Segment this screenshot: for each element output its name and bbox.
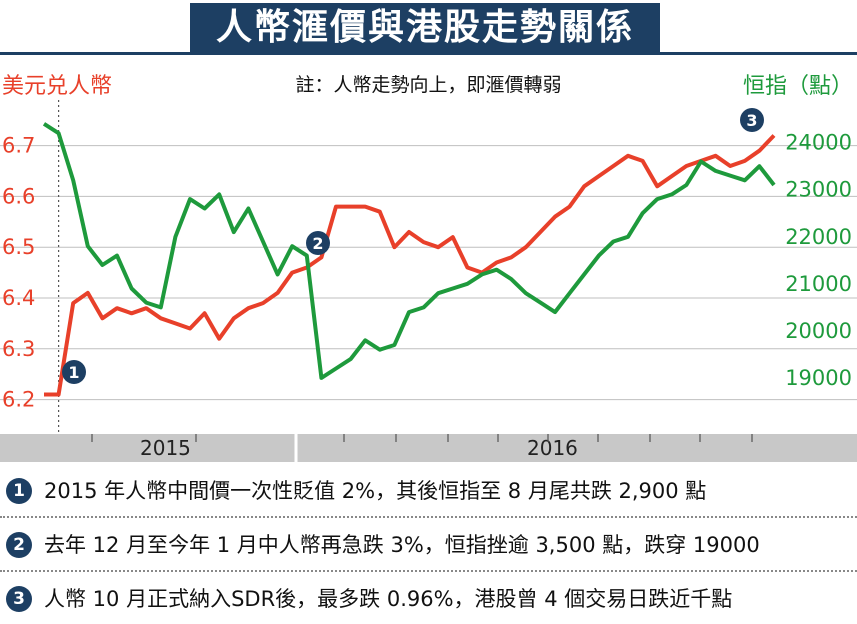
- hsi-series-line: [42, 122, 776, 380]
- chart-note: 註：人幣走勢向上，即滙價轉弱: [295, 74, 562, 96]
- right-tick-label: 21000: [785, 272, 852, 296]
- svg-text:3: 3: [746, 111, 757, 130]
- title-rule: [0, 52, 857, 55]
- year-band: [0, 434, 857, 462]
- left-tick-label: 6.3: [2, 337, 35, 361]
- svg-text:1: 1: [68, 363, 79, 382]
- event-marker-2: 2: [306, 231, 330, 255]
- svg-text:2: 2: [312, 234, 323, 253]
- footnote-text: 去年 12 月至今年 1 月中人幣再急跌 3%，恒指挫逾 3,500 點，跌穿 …: [44, 533, 760, 557]
- right-tick-label: 22000: [785, 225, 852, 249]
- left-tick-label: 6.4: [2, 286, 35, 310]
- cny-series-line: [44, 134, 776, 397]
- grid: [0, 145, 857, 401]
- right-axis-title: 恒指（點）: [742, 74, 853, 99]
- year-label-2015: 2015: [140, 436, 191, 460]
- footnote-row: 3 人幣 10 月正式納入SDR後，最多跌 0.96%，港股曾 4 個交易日跌近…: [0, 572, 857, 624]
- chart-plot: 6.2 6.3 6.4 6.5 6.6 6.7 19000 20000 21000 22000 2…: [0, 100, 857, 434]
- right-axis-ticks: 19000 20000 21000 22000 23000 24000: [785, 131, 852, 390]
- right-tick-label: 24000: [785, 131, 852, 155]
- footnote-badge: 3: [6, 586, 32, 612]
- year-label-2016: 2016: [527, 436, 578, 460]
- left-tick-label: 6.6: [2, 184, 35, 208]
- left-tick-label: 6.2: [2, 388, 35, 412]
- footnote-list: 1 2015 年人幣中間價一次性貶值 2%，其後恒指至 8 月尾共跌 2,900…: [0, 464, 857, 624]
- right-tick-label: 20000: [785, 319, 852, 343]
- right-tick-label: 23000: [785, 178, 852, 202]
- chart-title: 人幣滙價與港股走勢關係: [190, 3, 660, 53]
- title-bar: 人幣滙價與港股走勢關係: [0, 0, 857, 62]
- event-markers: 1 2 3: [62, 108, 764, 384]
- footnote-row: 2 去年 12 月至今年 1 月中人幣再急跌 3%，恒指挫逾 3,500 點，跌…: [0, 518, 857, 572]
- right-tick-label: 19000: [785, 366, 852, 390]
- footnote-badge: 2: [6, 532, 32, 558]
- left-tick-label: 6.5: [2, 235, 35, 259]
- month-ticks: [91, 434, 753, 462]
- footnote-text: 人幣 10 月正式納入SDR後，最多跌 0.96%，港股曾 4 個交易日跌近千點: [44, 587, 733, 611]
- footnote-badge: 1: [6, 478, 32, 504]
- event-marker-1: 1: [62, 360, 86, 384]
- event-marker-3: 3: [740, 108, 764, 132]
- left-tick-label: 6.7: [2, 134, 35, 158]
- footnote-row: 1 2015 年人幣中間價一次性貶值 2%，其後恒指至 8 月尾共跌 2,900…: [0, 464, 857, 518]
- left-axis-title: 美元兑人幣: [2, 74, 113, 99]
- left-axis-ticks: 6.2 6.3 6.4 6.5 6.6 6.7: [2, 134, 35, 412]
- footnote-text: 2015 年人幣中間價一次性貶值 2%，其後恒指至 8 月尾共跌 2,900 點: [44, 479, 707, 503]
